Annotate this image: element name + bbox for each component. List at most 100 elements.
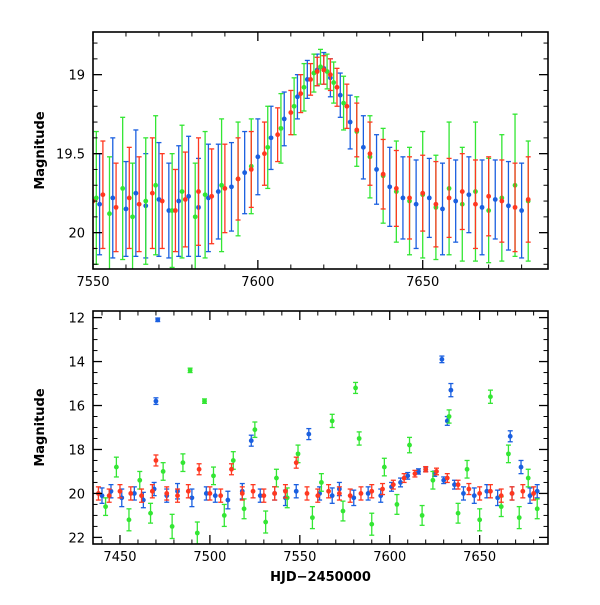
data-point (291, 103, 297, 109)
data-point (498, 493, 504, 499)
data-point (400, 195, 406, 201)
data-point (97, 201, 102, 207)
y-tick-label: 22 (68, 531, 85, 546)
data-point (446, 414, 452, 419)
data-point (239, 491, 245, 496)
x-tick-label: 7650 (463, 550, 496, 565)
data-point (137, 477, 143, 483)
data-point (149, 190, 155, 196)
data-point (455, 510, 461, 516)
data-point (126, 517, 132, 523)
y-tick-label: 14 (68, 356, 85, 371)
data-point (455, 482, 461, 488)
x-axis-title: HJD−2450000 (270, 570, 371, 585)
data-point (519, 208, 525, 213)
data-point (93, 195, 99, 201)
y-tick-label: 20 (68, 487, 85, 502)
data-point (434, 469, 439, 474)
data-point (187, 367, 193, 373)
data-point (120, 186, 126, 191)
data-point (439, 356, 445, 362)
data-point (203, 491, 209, 496)
data-point (202, 398, 207, 404)
data-point (347, 119, 353, 125)
data-point (255, 154, 261, 160)
data-point (321, 67, 327, 73)
data-point (507, 433, 513, 439)
data-point (420, 190, 426, 196)
data-point (453, 198, 459, 204)
data-point (484, 488, 490, 494)
data-point (509, 491, 515, 496)
data-point (337, 92, 343, 98)
data-point (169, 524, 175, 529)
data-point (212, 493, 218, 499)
data-point (149, 488, 155, 494)
data-point (327, 72, 333, 78)
data-point (248, 167, 254, 172)
data-point (419, 513, 425, 518)
data-point (393, 186, 399, 191)
x-tick-label: 7600 (241, 275, 274, 290)
data-point (423, 466, 429, 472)
data-point (380, 486, 385, 492)
data-point (488, 394, 493, 400)
data-point (304, 491, 310, 496)
data-point (207, 491, 213, 496)
data-point (318, 64, 323, 70)
data-point (222, 186, 228, 191)
data-point (527, 493, 533, 499)
data-point (230, 458, 236, 463)
data-point (107, 211, 112, 217)
data-point (159, 198, 165, 204)
data-point (452, 482, 457, 488)
data-point (351, 495, 357, 501)
data-point (412, 471, 418, 477)
y-tick-label: 16 (68, 400, 85, 415)
data-point (100, 192, 106, 198)
data-point (176, 198, 182, 204)
data-point (235, 176, 241, 182)
x-tick-label: 7550 (76, 275, 109, 290)
data-point (374, 167, 379, 172)
data-point (477, 491, 483, 496)
data-point (196, 189, 201, 194)
y-tick-label: 12 (68, 312, 85, 327)
data-point (413, 201, 419, 207)
data-point (466, 486, 472, 492)
data-point (283, 488, 288, 494)
data-point (331, 80, 337, 85)
data-point (461, 491, 466, 496)
data-point (263, 519, 269, 525)
data-point (293, 488, 299, 494)
data-point (318, 480, 324, 485)
data-point (314, 69, 320, 74)
data-point (340, 508, 346, 514)
data-point (358, 491, 364, 496)
data-point (369, 488, 375, 494)
x-tick-label: 7500 (193, 550, 226, 565)
data-point (367, 151, 373, 157)
data-point (288, 110, 294, 115)
data-point (113, 464, 119, 470)
y-tick-label: 20 (68, 227, 85, 242)
data-point (164, 491, 170, 496)
data-point (268, 135, 274, 141)
data-point (531, 491, 537, 496)
data-point (173, 208, 178, 213)
data-point (306, 431, 312, 437)
data-point (506, 451, 511, 457)
data-point (262, 151, 267, 157)
data-point (326, 488, 331, 494)
y-axis-title: Magnitude (33, 111, 48, 190)
data-point (301, 84, 307, 90)
data-point (353, 385, 358, 391)
data-point (215, 189, 221, 194)
data-point (106, 493, 112, 499)
series-0-2 (93, 55, 531, 253)
data-point (426, 195, 432, 201)
data-point (192, 214, 198, 220)
data-point (261, 493, 267, 499)
data-point (272, 491, 278, 496)
